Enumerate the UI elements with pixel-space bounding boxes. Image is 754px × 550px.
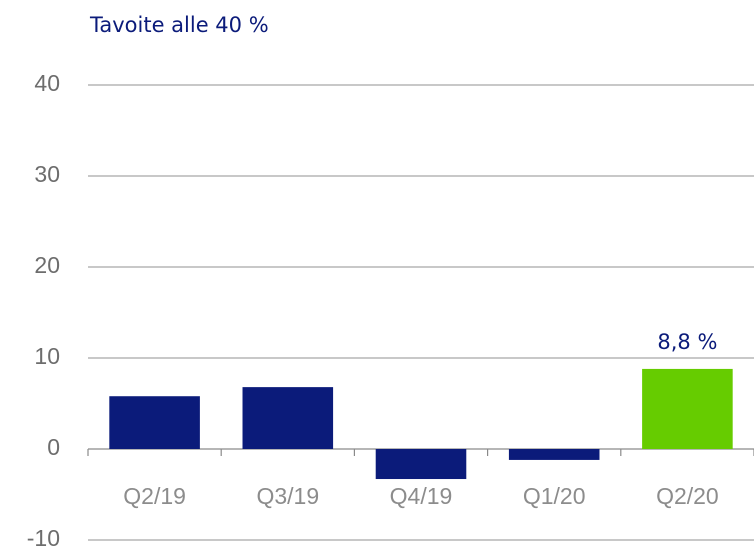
bar [508, 449, 600, 460]
bar [242, 387, 334, 449]
y-tick-label: -10 [27, 525, 60, 550]
bar [109, 396, 200, 449]
chart-title: Tavoite alle 40 % [89, 13, 269, 37]
x-tick-label: Q3/19 [256, 483, 319, 509]
x-tick-label: Q2/19 [123, 483, 186, 509]
y-tick-label: 10 [34, 343, 60, 369]
y-tick-label: 30 [34, 161, 60, 187]
x-tick-label: Q2/20 [656, 483, 719, 509]
bar [642, 368, 733, 449]
data-label: 8,8 % [657, 330, 717, 354]
y-tick-label: 20 [34, 252, 60, 278]
x-tick-label: Q4/19 [390, 483, 453, 509]
x-tick-label: Q1/20 [523, 483, 586, 509]
y-tick-label: 40 [34, 70, 60, 96]
bar [375, 449, 467, 480]
y-tick-label: 0 [47, 434, 60, 460]
